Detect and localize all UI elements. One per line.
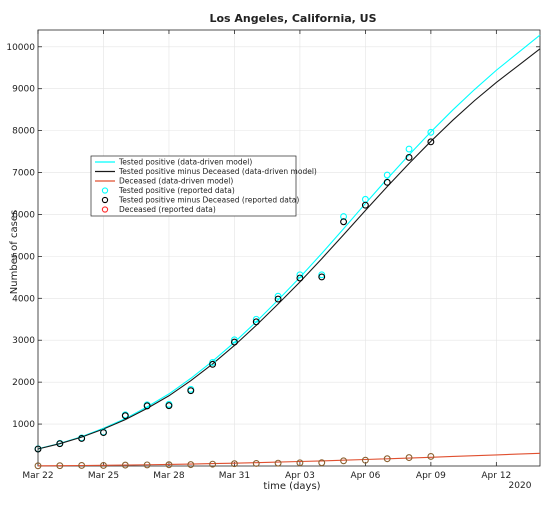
legend-swatch-marker	[101, 196, 109, 204]
axis-ticks: Mar 22 Mar 25 Mar 28 Mar 31 Apr 03 Apr 06 Apr …	[6, 30, 540, 481]
data-point-2	[187, 461, 195, 469]
data-point-2	[143, 461, 151, 469]
data-point-1	[100, 429, 107, 437]
legend-swatch-marker	[101, 206, 109, 213]
data-point-2	[361, 456, 369, 464]
data-point-1	[143, 402, 151, 410]
data-point-0	[427, 128, 435, 136]
data-point-2	[121, 461, 129, 469]
x-year-label: 2020	[509, 481, 532, 491]
data-point-1	[209, 360, 217, 368]
series-line-0	[37, 34, 541, 450]
data-point-1	[383, 178, 391, 186]
data-point-0	[405, 145, 413, 153]
x-tick-label: Apr 03	[285, 471, 315, 481]
data-point-1	[187, 387, 195, 395]
data-point-0	[383, 171, 391, 179]
y-tick-label: 4000	[12, 294, 35, 304]
data-point-1	[296, 274, 304, 282]
data-point-1	[361, 201, 369, 209]
chart-title: Los Angeles, California, US	[209, 12, 376, 25]
data-point-2	[340, 457, 348, 465]
data-point-2	[56, 462, 64, 470]
y-axis-label: Number of cases	[9, 210, 20, 294]
y-tick-label: 2000	[12, 378, 35, 388]
y-tick-label: 10000	[6, 43, 35, 53]
legend-box	[90, 155, 297, 217]
legend-label: Deceased (reported data)	[119, 205, 216, 214]
data-point-2	[165, 461, 173, 469]
y-tick-label: 7000	[12, 169, 35, 179]
data-point-2	[383, 455, 391, 463]
data-point-2	[252, 459, 260, 467]
x-tick-label: Apr 06	[350, 471, 380, 481]
data-point-1	[78, 435, 86, 442]
legend-label: Deceased (data-driven model)	[119, 177, 233, 186]
y-tick-label: 1000	[12, 420, 35, 430]
x-tick-label: Apr 09	[416, 471, 446, 481]
y-tick-label: 9000	[12, 85, 35, 95]
legend-label: Tested positive minus Deceased (data-dri…	[118, 167, 317, 176]
y-tick-label: 3000	[12, 336, 35, 346]
data-point-1	[405, 153, 413, 161]
data-point-0	[318, 271, 326, 279]
data-point-2	[318, 459, 326, 467]
data-point-1	[34, 445, 42, 453]
y-tick-label: 5000	[12, 252, 35, 262]
data-point-1	[274, 295, 282, 303]
x-tick-label: Mar 25	[88, 471, 119, 481]
x-axis-label: time (days)	[263, 481, 320, 492]
legend: Tested positive (data-driven model)Teste…	[90, 155, 317, 217]
x-tick-label: Mar 22	[22, 471, 53, 481]
data-point-2	[209, 460, 217, 468]
data-point-0	[230, 336, 238, 344]
data-point-2	[405, 454, 413, 462]
data-point-1	[427, 138, 435, 146]
data-point-0	[340, 213, 348, 221]
legend-label: Tested positive (reported data)	[118, 186, 235, 195]
series-line-2	[37, 452, 541, 467]
data-point-1	[121, 412, 129, 420]
x-tick-label: Mar 28	[153, 471, 185, 481]
data-point-0	[274, 292, 282, 300]
series-group	[34, 34, 541, 470]
legend-swatch-marker	[101, 187, 109, 194]
data-point-0	[296, 271, 304, 279]
series-line-1	[37, 48, 541, 450]
data-point-1	[56, 440, 64, 448]
data-point-1	[340, 218, 348, 226]
legend-label: Tested positive (data-driven model)	[118, 158, 252, 167]
data-point-2	[34, 462, 42, 470]
x-tick-label: Apr 12	[481, 471, 511, 481]
data-point-2	[230, 460, 238, 468]
data-point-2	[296, 459, 304, 467]
data-point-2	[78, 462, 86, 469]
data-point-2	[427, 452, 435, 460]
data-point-0	[252, 315, 260, 323]
data-point-2	[274, 459, 282, 467]
plot-frame	[37, 29, 541, 467]
data-point-1	[165, 402, 173, 410]
data-point-1	[318, 273, 326, 281]
data-point-1	[252, 318, 260, 326]
y-tick-label: 6000	[12, 210, 35, 220]
data-point-2	[100, 462, 107, 469]
legend-label: Tested positive minus Deceased (reported…	[118, 196, 299, 205]
y-tick-label: 8000	[12, 127, 35, 137]
data-point-1	[230, 338, 238, 346]
x-tick-label: Mar 31	[219, 471, 250, 481]
